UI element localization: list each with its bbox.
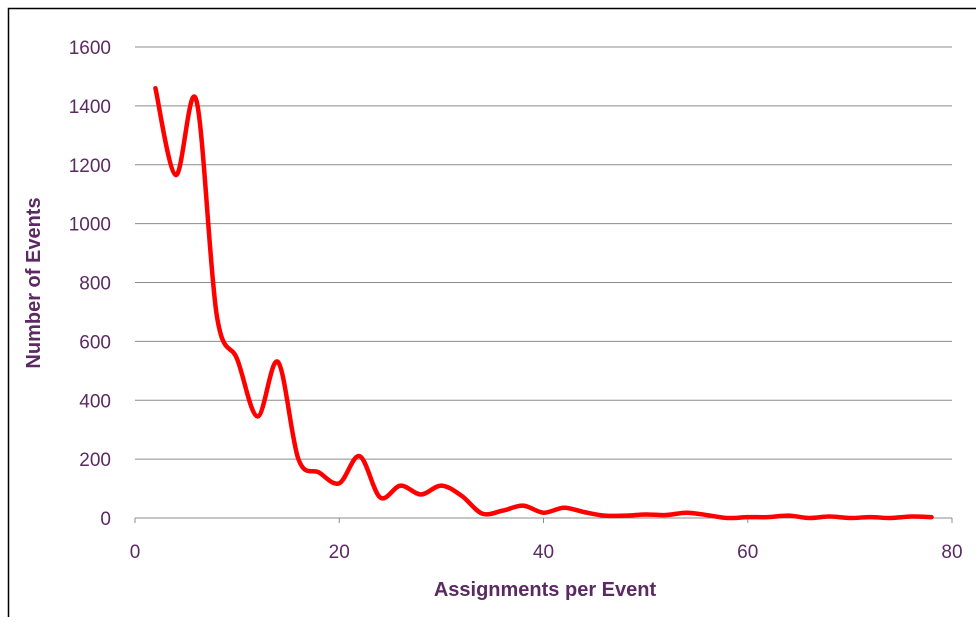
data-line bbox=[155, 88, 931, 518]
y-tick-label: 1400 bbox=[69, 97, 111, 118]
y-tick-label: 200 bbox=[79, 450, 111, 471]
x-tick-label: 40 bbox=[533, 542, 554, 563]
y-tick-label: 400 bbox=[79, 391, 111, 412]
y-tick-label: 1600 bbox=[69, 38, 111, 59]
y-tick-label: 600 bbox=[79, 332, 111, 353]
x-tick-label: 20 bbox=[329, 542, 350, 563]
x-tick-label: 60 bbox=[737, 542, 758, 563]
y-tick-label: 800 bbox=[79, 274, 111, 295]
x-axis-title: Assignments per Event bbox=[434, 579, 657, 601]
y-tick-label: 1000 bbox=[69, 215, 111, 236]
x-tick-label: 0 bbox=[130, 542, 141, 563]
y-axis-title: Number of Events bbox=[23, 197, 45, 368]
y-tick-label: 1200 bbox=[69, 156, 111, 177]
y-tick-label: 0 bbox=[100, 509, 111, 530]
x-tick-label: 80 bbox=[941, 542, 962, 563]
chart-frame bbox=[9, 9, 976, 618]
